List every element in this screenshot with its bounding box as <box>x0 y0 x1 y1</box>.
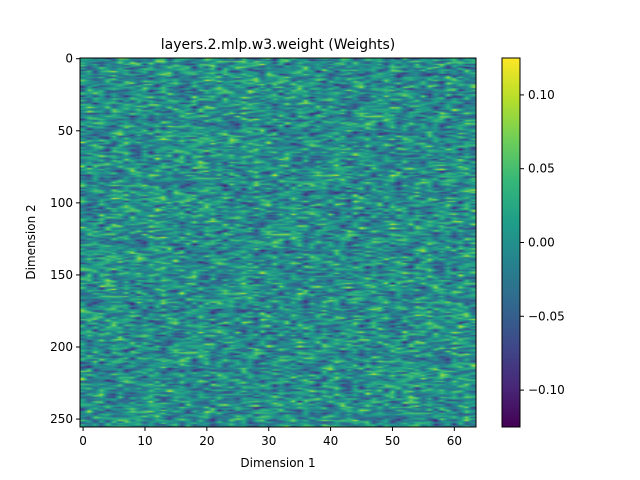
x-tick-label: 30 <box>261 434 276 448</box>
y-axis-label: Dimension 2 <box>24 204 38 279</box>
heatmap-cells <box>80 58 476 427</box>
y-tick-label: 0 <box>65 52 73 66</box>
colorbar-ticks: 0.10 0.05 0.00 −0.05 −0.10 <box>520 88 565 397</box>
y-tick-label: 50 <box>58 124 73 138</box>
y-tick-label: 150 <box>50 268 73 282</box>
heatmap-area <box>79 57 477 428</box>
colorbar-tick-label: 0.10 <box>528 88 555 102</box>
x-tick-label: 60 <box>447 434 462 448</box>
x-tick-label: 20 <box>199 434 214 448</box>
colorbar-tick-label: 0.05 <box>528 162 555 176</box>
y-tick-label: 100 <box>50 196 73 210</box>
x-tick-label: 0 <box>79 434 87 448</box>
colorbar-tick-label: 0.00 <box>528 236 555 250</box>
y-axis: 0 50 100 150 200 250 <box>50 52 80 426</box>
x-tick-label: 50 <box>385 434 400 448</box>
colorbar-gradient <box>501 57 521 428</box>
x-axis: 0 10 20 30 40 50 60 <box>79 427 462 448</box>
x-tick-label: 10 <box>137 434 152 448</box>
y-tick-label: 200 <box>50 340 73 354</box>
colorbar-tick-label: −0.10 <box>528 383 565 397</box>
chart-title: layers.2.mlp.w3.weight (Weights) <box>161 37 396 53</box>
colorbar-tick-label: −0.05 <box>528 309 565 323</box>
colorbar: 0.10 0.05 0.00 −0.05 −0.10 <box>501 57 565 428</box>
y-tick-label: 250 <box>50 412 73 426</box>
plot-frame <box>79 57 477 428</box>
x-tick-label: 40 <box>323 434 338 448</box>
x-axis-label: Dimension 1 <box>240 456 315 470</box>
